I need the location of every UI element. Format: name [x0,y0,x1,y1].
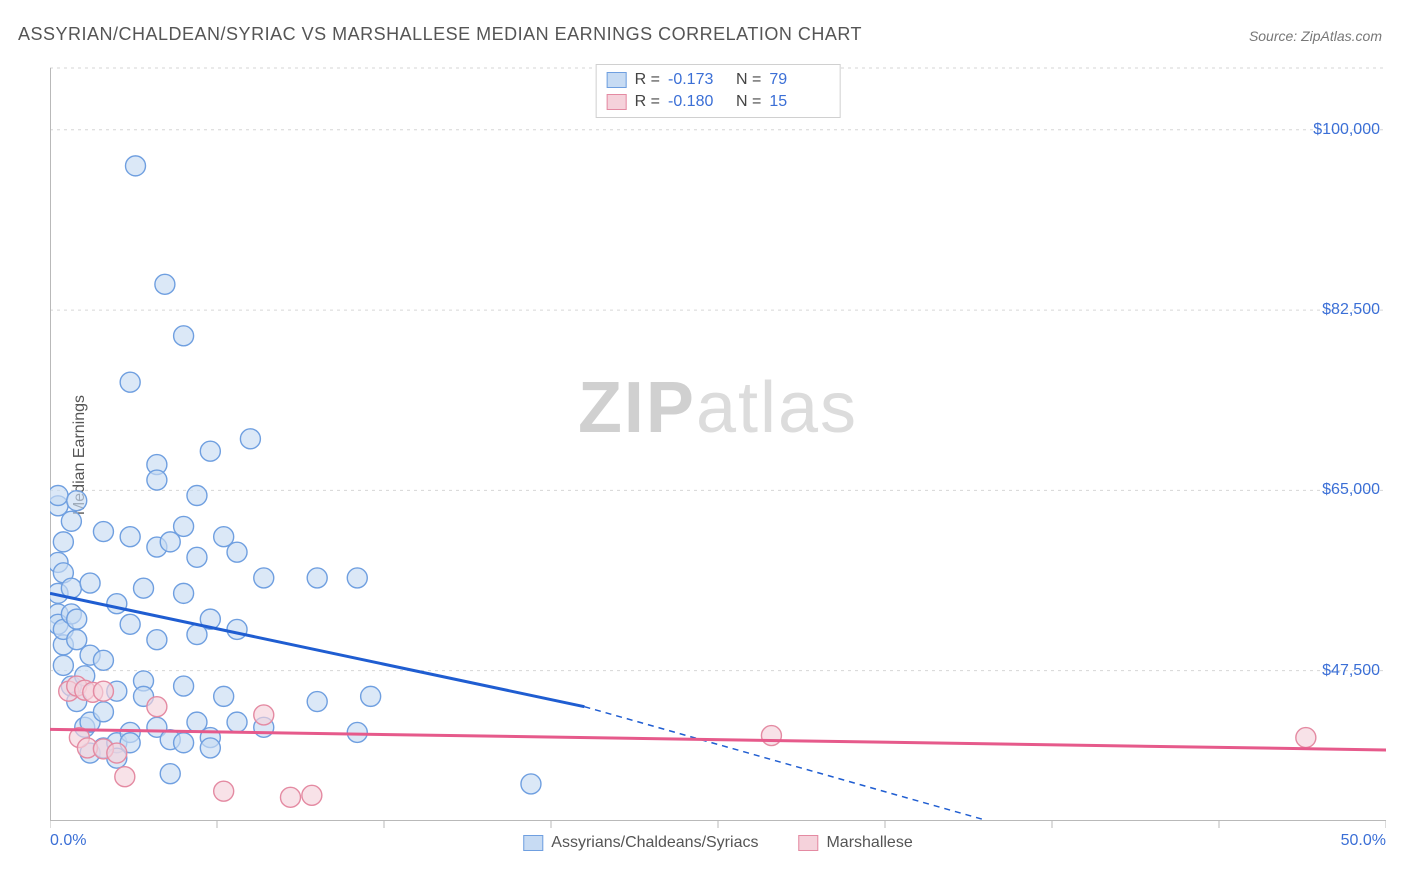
legend-swatch [607,72,627,88]
y-tick-label: $65,000 [1322,481,1380,499]
x-axis-min-label: 0.0% [50,832,86,850]
legend-swatch [798,835,818,851]
legend-r-value: -0.180 [668,93,728,111]
legend-r-label: R = [635,93,660,111]
legend-r-value: -0.173 [668,71,728,89]
series-legend: Assyrians/Chaldeans/Syriacs Marshallese [523,834,912,852]
legend-swatch [523,835,543,851]
legend-n-value: 15 [769,93,829,111]
legend-bottom-item: Marshallese [798,834,912,852]
legend-series-label: Marshallese [826,834,912,852]
y-tick-label: $47,500 [1322,662,1380,680]
x-axis-max-label: 50.0% [1341,832,1386,850]
chart-title: ASSYRIAN/CHALDEAN/SYRIAC VS MARSHALLESE … [18,24,862,45]
y-tick-label: $100,000 [1313,121,1380,139]
legend-top-row: R = -0.180 N = 15 [607,91,830,113]
scatter-plot: Median Earnings ZIPatlas R =-0.173N =79R… [50,60,1386,850]
legend-series-label: Assyrians/Chaldeans/Syriacs [551,834,758,852]
legend-swatch [607,94,627,110]
legend-bottom-item: Assyrians/Chaldeans/Syriacs [523,834,758,852]
correlation-legend: R = -0.173 N = 79 R = -0.180 N = 15 [596,64,841,118]
legend-top-row: R = -0.173 N = 79 [607,69,830,91]
y-tick-label: $82,500 [1322,301,1380,319]
legend-r-label: R = [635,71,660,89]
legend-n-label: N = [736,93,761,111]
legend-n-value: 79 [769,71,829,89]
legend-n-label: N = [736,71,761,89]
chart-canvas [50,60,1386,850]
source-attribution: Source: ZipAtlas.com [1249,28,1382,44]
